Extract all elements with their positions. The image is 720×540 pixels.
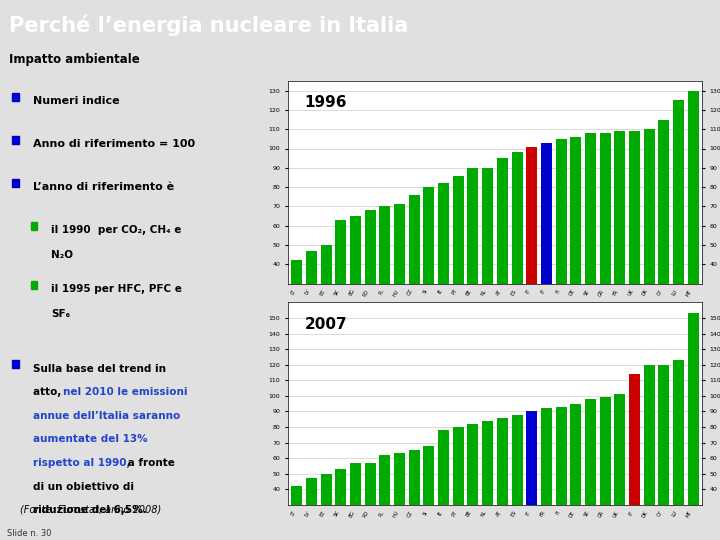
Bar — [336, 220, 346, 341]
Bar — [365, 210, 376, 341]
Bar — [453, 176, 464, 341]
Bar — [688, 313, 698, 540]
Text: atto,: atto, — [33, 387, 65, 397]
Bar — [482, 168, 493, 341]
Bar — [673, 360, 684, 540]
Text: nel 2010 le emissioni: nel 2010 le emissioni — [63, 387, 187, 397]
Bar — [541, 408, 552, 540]
Bar — [306, 478, 317, 540]
Bar — [467, 424, 479, 540]
Bar — [12, 179, 19, 187]
Bar — [629, 131, 640, 341]
Bar — [600, 397, 611, 540]
Bar — [30, 222, 37, 230]
Bar — [585, 399, 596, 540]
Bar — [320, 245, 332, 341]
Bar — [644, 129, 654, 341]
Bar — [497, 158, 508, 341]
Bar — [12, 136, 19, 144]
Text: Impatto ambientale: Impatto ambientale — [9, 53, 140, 66]
Text: il 1990  per CO₂, CH₄ e: il 1990 per CO₂, CH₄ e — [51, 225, 181, 235]
Bar — [423, 446, 434, 540]
Bar — [556, 139, 567, 341]
Text: rispetto al 1990,: rispetto al 1990, — [33, 458, 130, 468]
Text: N₂O: N₂O — [51, 250, 73, 260]
Bar — [292, 260, 302, 341]
Bar — [30, 281, 37, 289]
Bar — [350, 463, 361, 540]
Bar — [394, 205, 405, 341]
Bar — [482, 421, 493, 540]
Bar — [12, 360, 19, 368]
Text: Slide n. 30: Slide n. 30 — [7, 529, 52, 538]
Bar — [497, 417, 508, 540]
Text: Anno di riferimento = 100: Anno di riferimento = 100 — [33, 139, 195, 149]
Bar — [644, 364, 654, 540]
Bar — [467, 168, 479, 341]
Bar — [658, 119, 670, 341]
Text: Numeri indice: Numeri indice — [33, 96, 120, 106]
Bar — [511, 415, 523, 540]
Bar — [658, 364, 670, 540]
Text: 1996: 1996 — [305, 95, 347, 110]
Bar — [350, 216, 361, 341]
Bar — [365, 463, 376, 540]
Text: di un obiettivo di: di un obiettivo di — [33, 482, 134, 491]
Text: 2007: 2007 — [305, 316, 347, 332]
Text: riduzione del 6,5%.: riduzione del 6,5%. — [33, 505, 147, 515]
Bar — [320, 474, 332, 540]
Bar — [438, 430, 449, 540]
Text: aumentate del 13%: aumentate del 13% — [33, 434, 148, 444]
Text: il 1995 per HFC, PFC e: il 1995 per HFC, PFC e — [51, 284, 182, 294]
Bar — [673, 100, 684, 341]
Bar — [585, 133, 596, 341]
Bar — [541, 143, 552, 341]
Bar — [379, 206, 390, 341]
Text: Perché l’energia nucleare in Italia: Perché l’energia nucleare in Italia — [9, 15, 409, 36]
Bar — [614, 394, 625, 540]
Bar — [306, 251, 317, 341]
Bar — [556, 407, 567, 540]
Bar — [438, 183, 449, 341]
Text: (Fonte: Eurostat, anno 2008): (Fonte: Eurostat, anno 2008) — [20, 504, 161, 514]
Bar — [570, 404, 581, 540]
Bar — [570, 137, 581, 341]
Bar — [526, 411, 537, 540]
Bar — [614, 131, 625, 341]
Bar — [629, 374, 640, 540]
Bar — [394, 454, 405, 540]
Bar — [423, 187, 434, 341]
Bar — [688, 91, 698, 341]
Bar — [600, 133, 611, 341]
Bar — [336, 469, 346, 540]
Bar — [379, 455, 390, 540]
Text: a fronte: a fronte — [124, 458, 175, 468]
Text: SF₆: SF₆ — [51, 309, 71, 319]
Bar — [292, 486, 302, 540]
Bar — [511, 152, 523, 341]
Bar — [12, 92, 19, 101]
Text: annue dell’Italia saranno: annue dell’Italia saranno — [33, 411, 181, 421]
Bar — [409, 450, 420, 540]
Text: L’anno di riferimento è: L’anno di riferimento è — [33, 182, 174, 192]
Text: Sulla base del trend in: Sulla base del trend in — [33, 363, 166, 374]
Bar — [526, 146, 537, 341]
Bar — [453, 427, 464, 540]
Bar — [409, 195, 420, 341]
